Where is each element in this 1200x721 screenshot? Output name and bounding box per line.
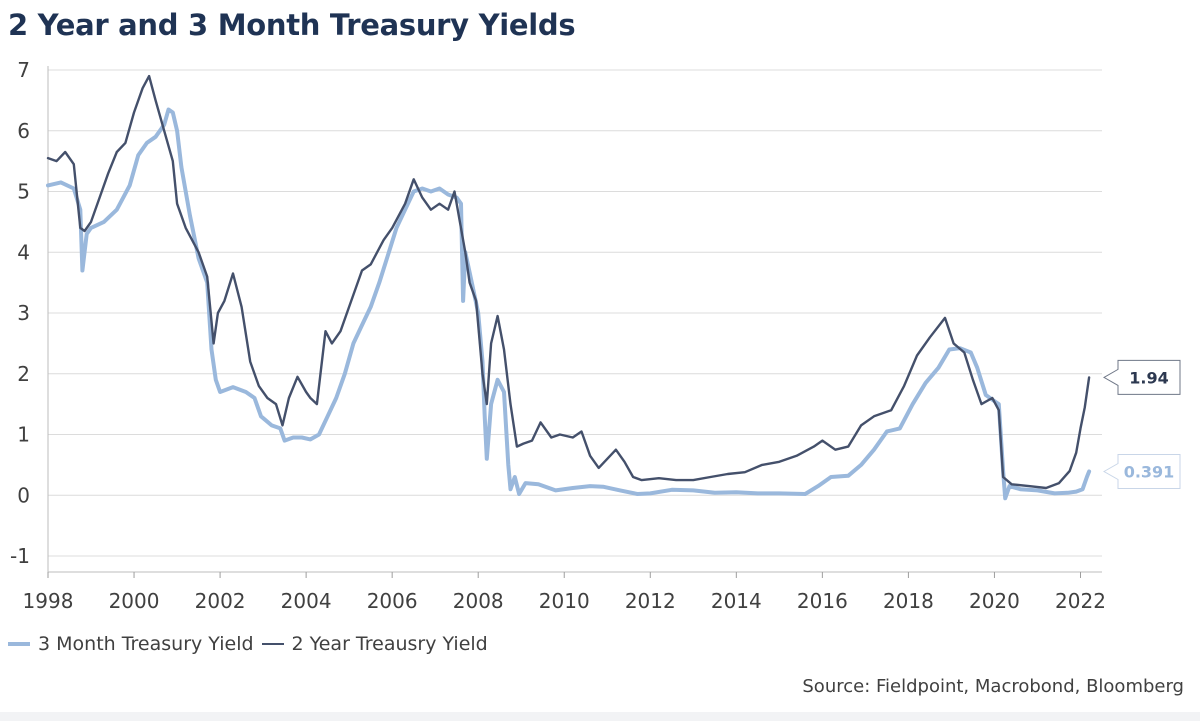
y-tick-label: 6 — [17, 119, 30, 143]
series-line-2-year — [46, 74, 1091, 490]
y-tick-label: -1 — [10, 544, 30, 568]
legend: 3 Month Treasury Yield 2 Year Treausry Y… — [8, 633, 496, 655]
bottom-strip — [0, 712, 1200, 721]
axes: 7 6 5 4 3 2 1 0 -1 1998 2000 2002 2004 2006 2008 2010 20… — [10, 58, 1106, 613]
legend-item-3-month: 3 Month Treasury Yield — [8, 633, 254, 655]
x-tick-label: 1998 — [23, 589, 74, 613]
legend-label-2-year: 2 Year Treausry Yield — [291, 633, 488, 655]
legend-swatch-2-year — [261, 643, 284, 645]
legend-label-3-month: 3 Month Treasury Yield — [38, 633, 254, 655]
chart-title: 2 Year and 3 Month Treasury Yields — [8, 8, 576, 42]
y-tick-label: 7 — [17, 58, 30, 82]
y-tick-label: 4 — [17, 240, 30, 264]
series-lines — [46, 74, 1092, 501]
x-tick-label: 2012 — [625, 589, 676, 613]
x-tick-label: 2014 — [711, 589, 762, 613]
y-tick-label: 2 — [17, 362, 30, 386]
x-tick-label: 2000 — [109, 589, 160, 613]
y-tick-label: 1 — [17, 423, 30, 447]
x-tick-label: 2020 — [969, 589, 1020, 613]
legend-swatch-3-month — [8, 642, 30, 646]
value-callouts: 0.391 1.94 — [1102, 359, 1181, 489]
x-tick-label: 2008 — [453, 589, 504, 613]
series-line-3-month — [46, 107, 1092, 501]
callout-value-3-month: 0.391 — [1124, 462, 1175, 481]
x-tick-label: 2006 — [367, 589, 418, 613]
gridlines — [48, 69, 1102, 557]
y-tick-label: 5 — [17, 180, 30, 204]
x-tick-label: 2002 — [195, 589, 246, 613]
x-tick-label: 2018 — [883, 589, 934, 613]
x-tick-label: 2016 — [797, 589, 848, 613]
y-tick-label: 3 — [17, 301, 30, 325]
x-tick-label: 2010 — [539, 589, 590, 613]
x-tick-label: 2004 — [281, 589, 332, 613]
y-tick-label: 0 — [17, 483, 30, 507]
callout-box-3-month — [1102, 453, 1181, 489]
callout-value-2-year: 1.94 — [1129, 368, 1168, 387]
legend-item-2-year: 2 Year Treausry Yield — [261, 633, 488, 655]
source-note: Source: Fieldpoint, Macrobond, Bloomberg — [802, 676, 1184, 697]
x-tick-label: 2022 — [1055, 589, 1106, 613]
callout-box-2-year — [1102, 359, 1181, 395]
